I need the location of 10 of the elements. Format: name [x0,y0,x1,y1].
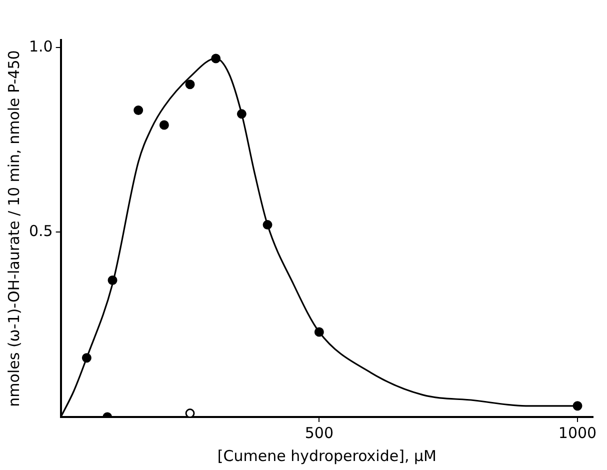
point [185,80,195,90]
x-axis-title: [Cumene hydroperoxide], µM [217,446,436,465]
point [134,105,144,115]
point [159,120,169,130]
point [185,408,195,417]
x-tick-label: 500 [304,424,334,442]
y-tick-label: 0.5 [28,222,53,240]
x-tick-label: 1000 [558,424,597,442]
y-tick-label: 1.0 [28,37,53,56]
y-axis-title: nmoles (ω-1)-OH-laurate / 10 min, nmole P-450 [4,50,23,407]
